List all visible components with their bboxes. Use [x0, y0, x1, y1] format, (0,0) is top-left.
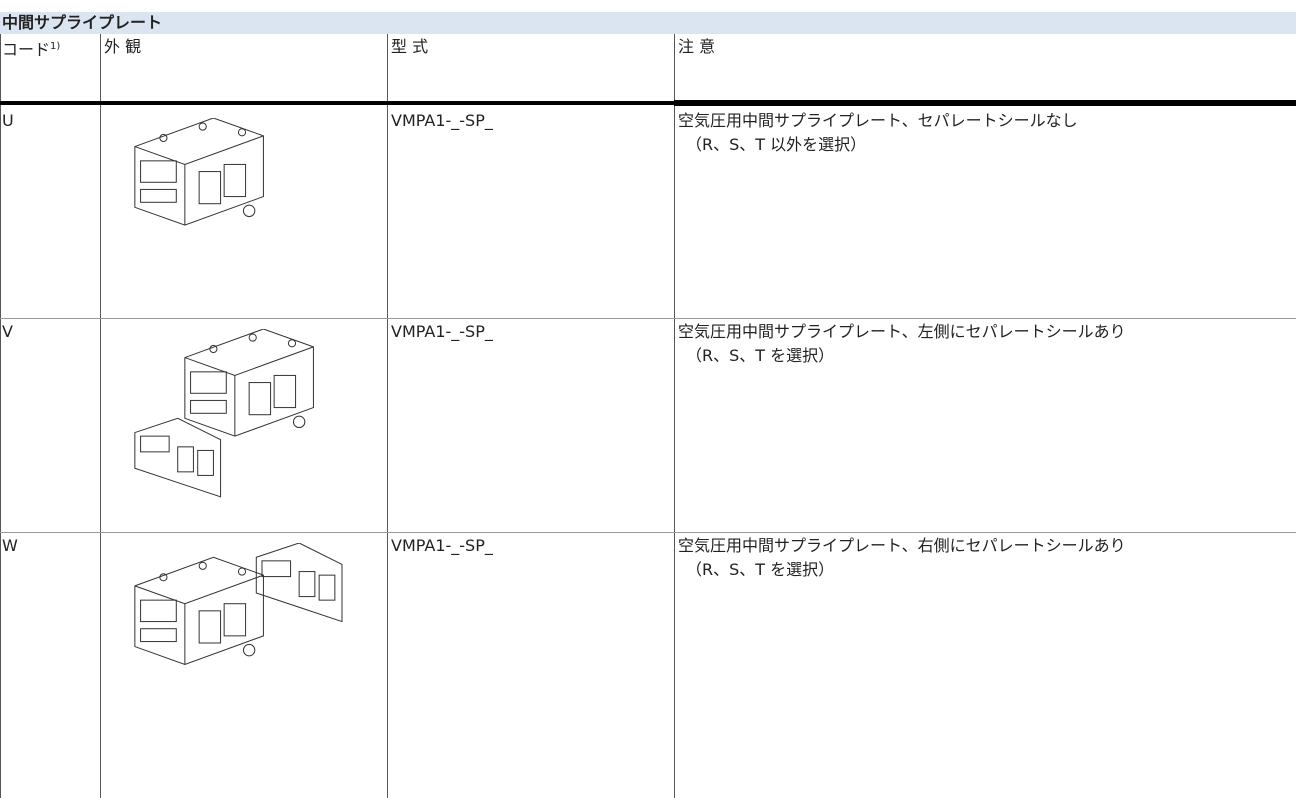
header-rule [674, 100, 1296, 106]
code: W [2, 536, 18, 555]
note-sub: （R、S、T 以外を選択） [686, 135, 867, 154]
column-border [387, 34, 388, 798]
model: VMPA1-_-SP_ [391, 111, 493, 130]
table-title: 中間サプライプレート [2, 13, 163, 32]
note: 空気圧用中間サプライプレート、セパレートシールなし [678, 111, 1078, 130]
product-illustration [134, 118, 264, 226]
product-illustration [134, 329, 314, 498]
column-border [0, 34, 1, 798]
product-illustration [134, 543, 343, 665]
header-rule [0, 101, 1296, 105]
model: VMPA1-_-SP_ [391, 536, 493, 555]
title-bar [0, 12, 1296, 34]
column-border [100, 34, 101, 798]
footnote-marker: 1) [50, 41, 61, 52]
column-border [674, 34, 675, 798]
row-border [0, 532, 1296, 533]
column-header-text: コード [2, 40, 51, 59]
column-header: 注 意 [678, 37, 716, 56]
note: 空気圧用中間サプライプレート、左側にセパレートシールあり [678, 322, 1126, 341]
column-header: 外 観 [104, 37, 142, 56]
column-header: 型 式 [391, 37, 429, 56]
note: 空気圧用中間サプライプレート、右側にセパレートシールあり [678, 536, 1126, 555]
note-sub: （R、S、T を選択） [686, 346, 835, 365]
row-border [0, 318, 1296, 319]
model: VMPA1-_-SP_ [391, 322, 493, 341]
column-header: コード1) [2, 36, 60, 61]
note-sub: （R、S、T を選択） [686, 560, 835, 579]
code: U [2, 111, 14, 130]
code: V [2, 322, 13, 341]
